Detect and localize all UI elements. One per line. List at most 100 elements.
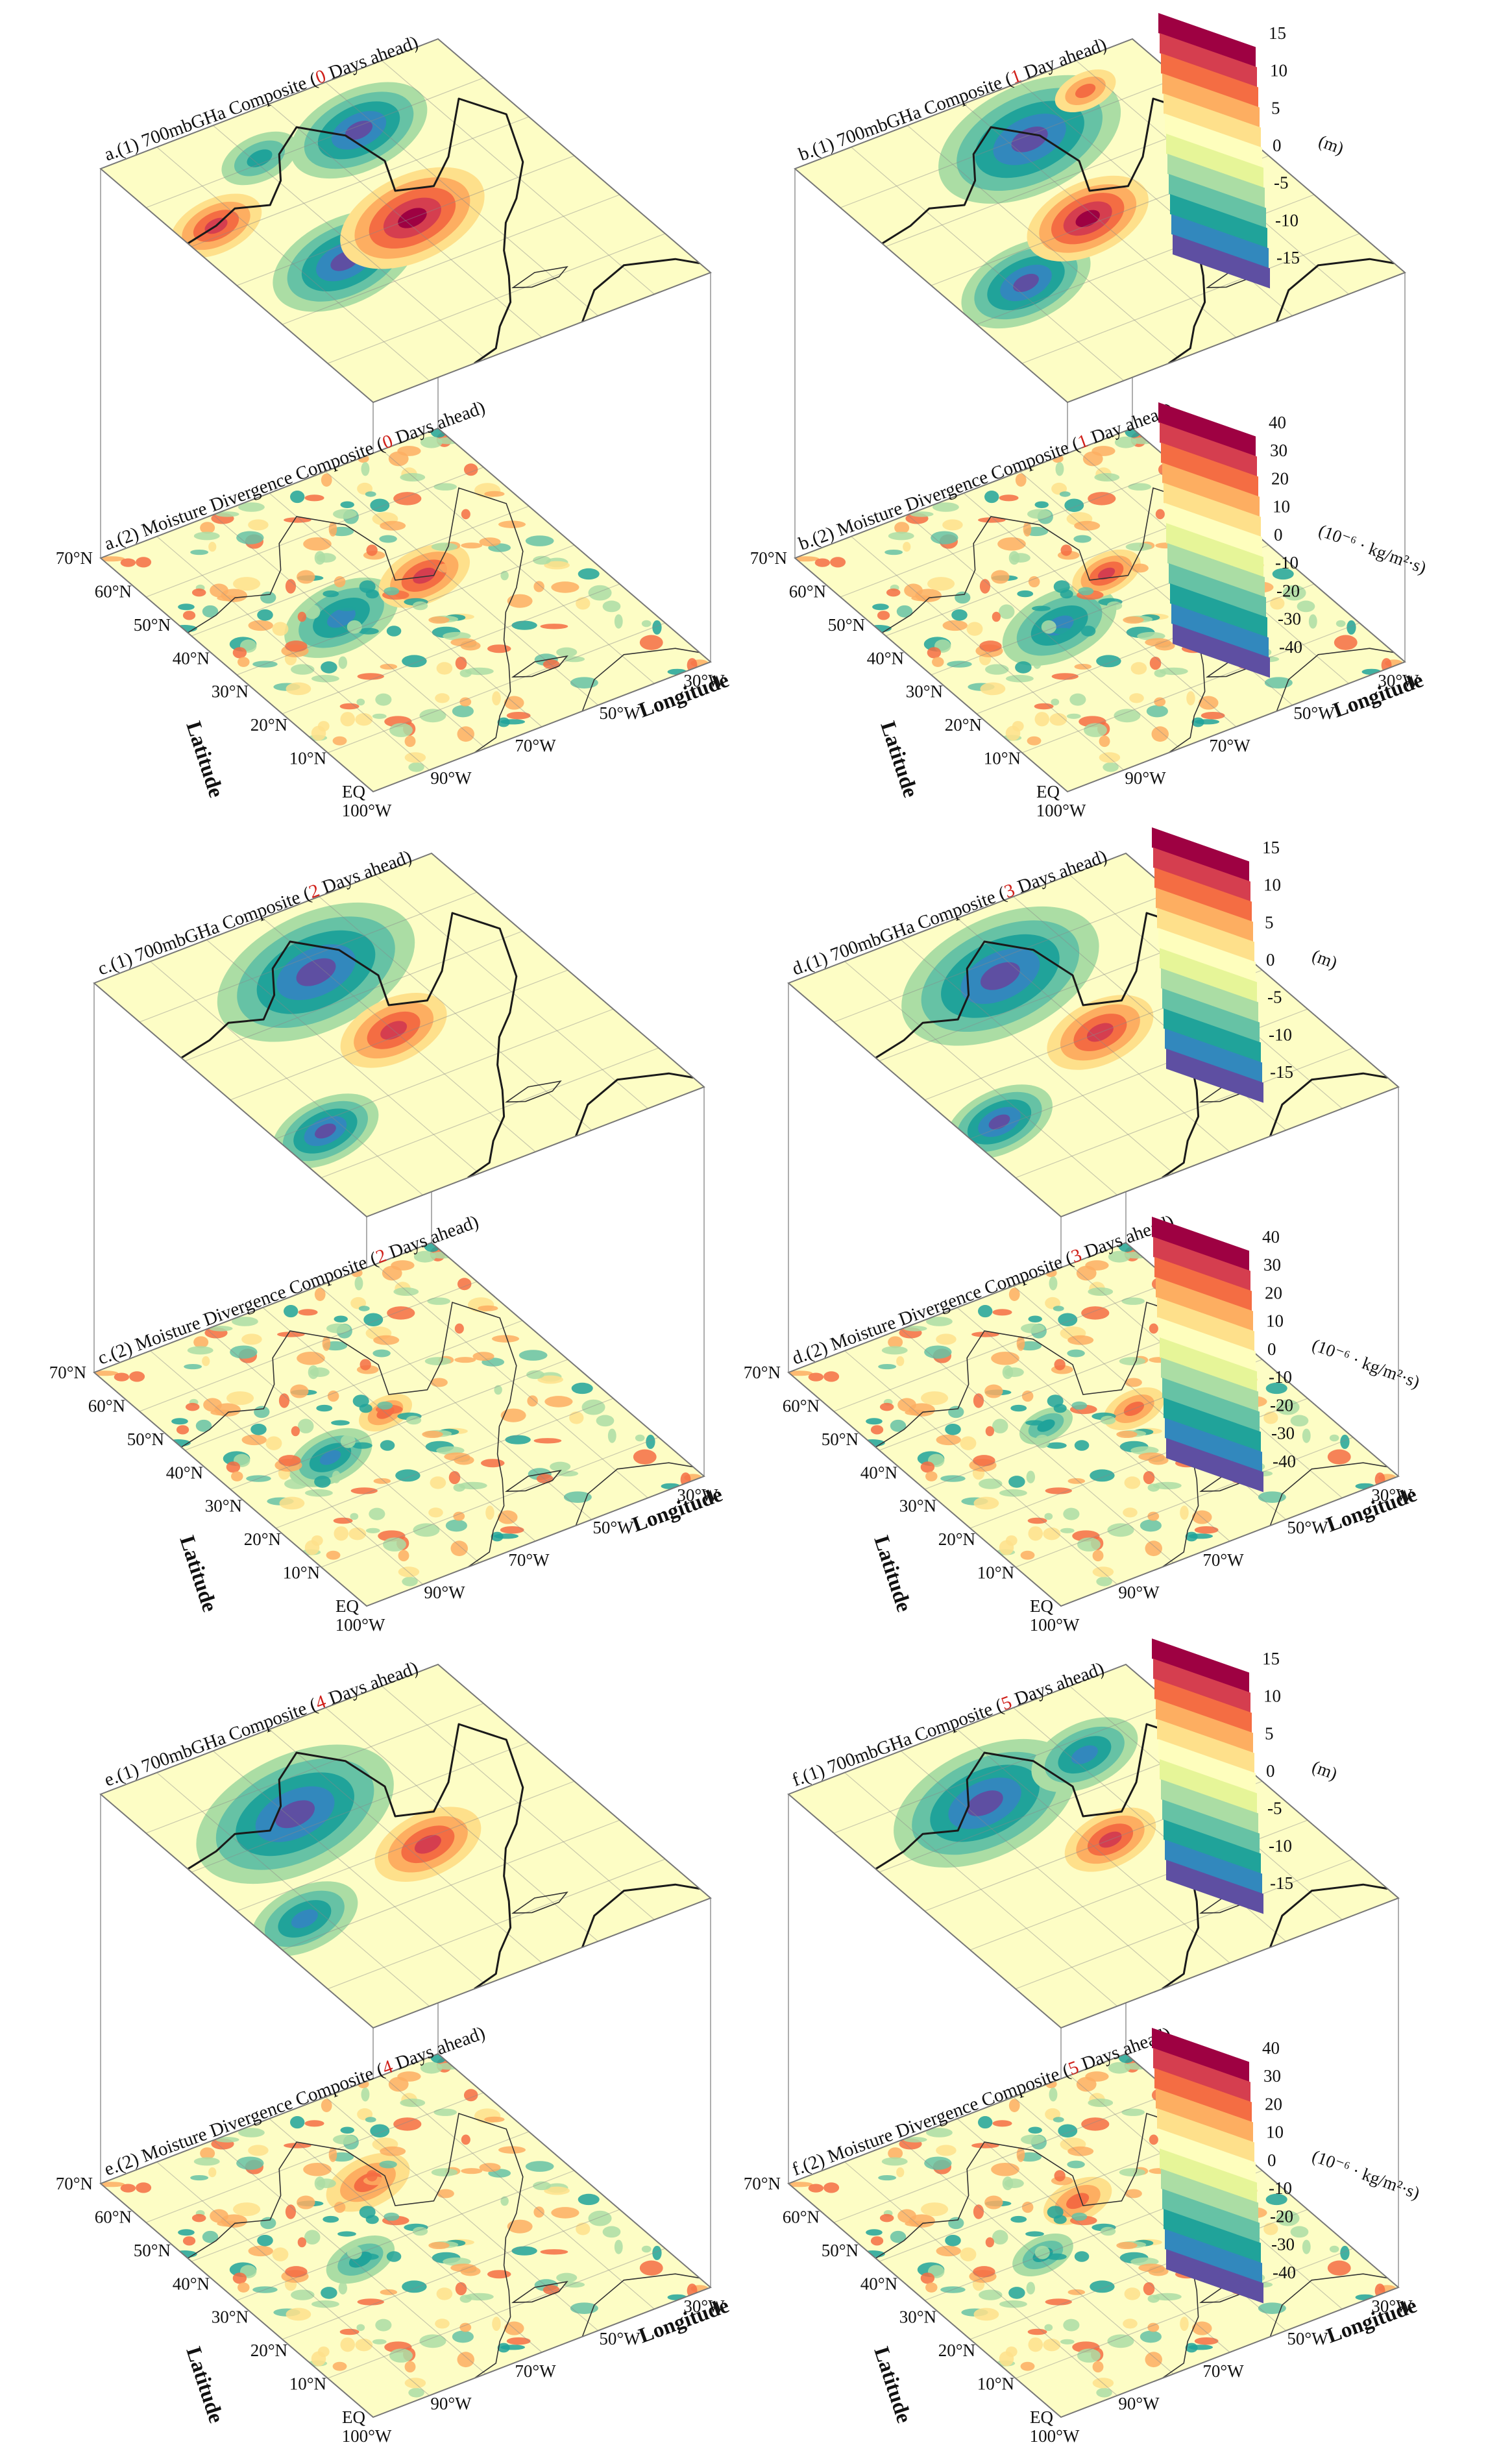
colorbar-swatch — [1158, 2128, 1256, 2183]
colorbar-swatch — [1154, 1679, 1252, 1733]
lon-tick-label: 50°W — [1287, 2329, 1328, 2348]
lat-tick-label: 60°N — [95, 581, 132, 601]
panel-a: a.(1) 700mbGHa Composite (0 Days ahead)a… — [56, 32, 733, 820]
lon-tick-label: 90°W — [1118, 2394, 1160, 2413]
colorbar-swatch — [1152, 1638, 1249, 1693]
colorbar-swatch — [1152, 827, 1249, 882]
colorbar-tick-label: -10 — [1275, 553, 1299, 572]
lon-tick-label: 50°W — [1287, 1518, 1328, 1537]
colorbar-swatch — [1161, 1779, 1258, 1834]
lon-tick-label: 50°W — [599, 703, 640, 723]
colorbar-swatch — [1154, 868, 1252, 922]
lat-tick-label: 50°N — [127, 1430, 164, 1449]
colorbar-tick-label: -20 — [1270, 2206, 1293, 2226]
colorbar-swatch — [1166, 523, 1263, 578]
lat-tick-label: 30°N — [212, 682, 249, 701]
colorbar-swatch — [1157, 1719, 1254, 1773]
ghta-colorbar-d: 15 10 5 0 -5 -10 -15 (m) — [1152, 827, 1340, 1103]
colorbar-swatch — [1165, 1029, 1262, 1083]
lon-tick-label: 100°W — [1030, 1615, 1080, 1635]
lat-tick-label: 20°N — [250, 2341, 287, 2360]
colorbar-swatch — [1173, 234, 1270, 289]
colorbar-tick-label: 0 — [1267, 1339, 1276, 1359]
lat-tick-label: 70°N — [750, 548, 787, 568]
colorbar-swatch — [1160, 1337, 1257, 1392]
lat-tick-label: 10°N — [283, 1563, 320, 1583]
lat-tick-label: 40°N — [173, 2274, 210, 2293]
colorbar-swatch — [1165, 114, 1262, 168]
lat-tick-label: EQ — [342, 782, 365, 801]
mdiv-map-a — [99, 427, 712, 793]
lat-tick-label: 10°N — [289, 2374, 326, 2394]
panel-e: e.(1) 700mbGHa Composite (4 Days ahead)e… — [56, 1657, 733, 2446]
colorbar-swatch — [1171, 214, 1269, 269]
colorbar-swatch — [1161, 1358, 1258, 1412]
ghta-map-f — [787, 1663, 1400, 2029]
lon-tick-label: 90°W — [1125, 768, 1166, 788]
colorbar-unit-label: (m) — [1310, 1757, 1340, 1784]
colorbar-tick-label: -10 — [1269, 1367, 1292, 1387]
colorbar-tick-label: -10 — [1269, 2178, 1292, 2198]
lon-tick-label: 70°W — [1202, 2361, 1244, 2381]
latitude-axis-title: Latitude — [869, 2344, 916, 2426]
ghta-colorbar-f: 15 10 5 0 -5 -10 -15 (m) — [1152, 1638, 1340, 1914]
lat-tick-label: 50°N — [828, 615, 865, 635]
lat-tick-label: 50°N — [134, 2241, 171, 2260]
colorbar-unit-label: (m) — [1310, 945, 1340, 973]
lat-tick-label: 10°N — [977, 1563, 1014, 1583]
lon-tick-label: 100°W — [342, 2426, 392, 2446]
lon-tick-label: 30°W — [1371, 2296, 1413, 2316]
lat-tick-label: 50°N — [822, 2241, 859, 2260]
colorbar-tick-label: 20 — [1265, 1283, 1282, 1302]
colorbar-tick-label: -10 — [1269, 1836, 1292, 1855]
colorbar-swatch — [1167, 154, 1265, 208]
mdiv-map-e — [99, 2052, 712, 2418]
lon-tick-label: 70°W — [1202, 1550, 1244, 1570]
lat-tick-label: 20°N — [938, 1529, 975, 1549]
colorbar-swatch — [1170, 194, 1267, 249]
lat-tick-label: 30°N — [212, 2308, 249, 2327]
colorbar-swatch — [1154, 2068, 1252, 2123]
colorbar-swatch — [1160, 1759, 1257, 1814]
lat-tick-label: 20°N — [945, 715, 982, 735]
colorbar-swatch — [1164, 1820, 1261, 1874]
mdiv-map-c — [93, 1241, 705, 1607]
lat-tick-label: EQ — [342, 2407, 365, 2427]
colorbar-swatch — [1161, 2169, 1258, 2223]
colorbar-tick-label: 10 — [1266, 2123, 1284, 2142]
colorbar-swatch — [1160, 422, 1257, 477]
colorbar-swatch — [1165, 1418, 1262, 1472]
lat-tick-label: 70°N — [56, 548, 93, 568]
lon-tick-label: 30°W — [683, 2296, 725, 2316]
colorbar-tick-label: 20 — [1271, 469, 1289, 488]
colorbar-tick-label: 10 — [1263, 875, 1281, 895]
colorbar-tick-label: -15 — [1276, 248, 1300, 267]
colorbar-unit-label: (10⁻⁶ · kg/m²·s) — [1316, 520, 1429, 578]
lat-tick-label: 40°N — [166, 1463, 203, 1482]
colorbar-swatch — [1157, 908, 1254, 962]
lon-tick-label: 50°W — [1293, 703, 1335, 723]
colorbar-swatch — [1169, 174, 1266, 228]
lon-tick-label: 90°W — [1118, 1583, 1160, 1602]
colorbar-swatch — [1164, 2209, 1261, 2263]
colorbar-tick-label: 40 — [1262, 2038, 1280, 2058]
colorbar-swatch — [1164, 1008, 1261, 1063]
lat-tick-label: EQ — [1030, 2407, 1053, 2427]
colorbar-swatch — [1160, 2149, 1257, 2203]
colorbar-swatch — [1170, 583, 1267, 638]
lat-tick-label: 70°N — [56, 2174, 93, 2193]
panel-c: c.(1) 700mbGHa Composite (2 Days ahead)c… — [49, 846, 726, 1635]
lat-tick-label: 50°N — [134, 615, 171, 635]
ghta-map-d — [787, 852, 1400, 1218]
colorbar-tick-label: 5 — [1265, 1723, 1274, 1743]
colorbar-swatch — [1156, 1699, 1253, 1753]
lon-tick-label: 70°W — [515, 736, 556, 755]
colorbar-unit-label: (10⁻⁶ · kg/m²·s) — [1310, 1335, 1422, 1392]
colorbar-swatch — [1161, 53, 1258, 108]
colorbar-swatch — [1153, 1237, 1250, 1291]
colorbar-swatch — [1173, 624, 1270, 678]
lon-tick-label: 30°W — [677, 1485, 718, 1505]
colorbar-tick-label: -5 — [1274, 173, 1289, 193]
lat-tick-label: 10°N — [984, 749, 1021, 768]
